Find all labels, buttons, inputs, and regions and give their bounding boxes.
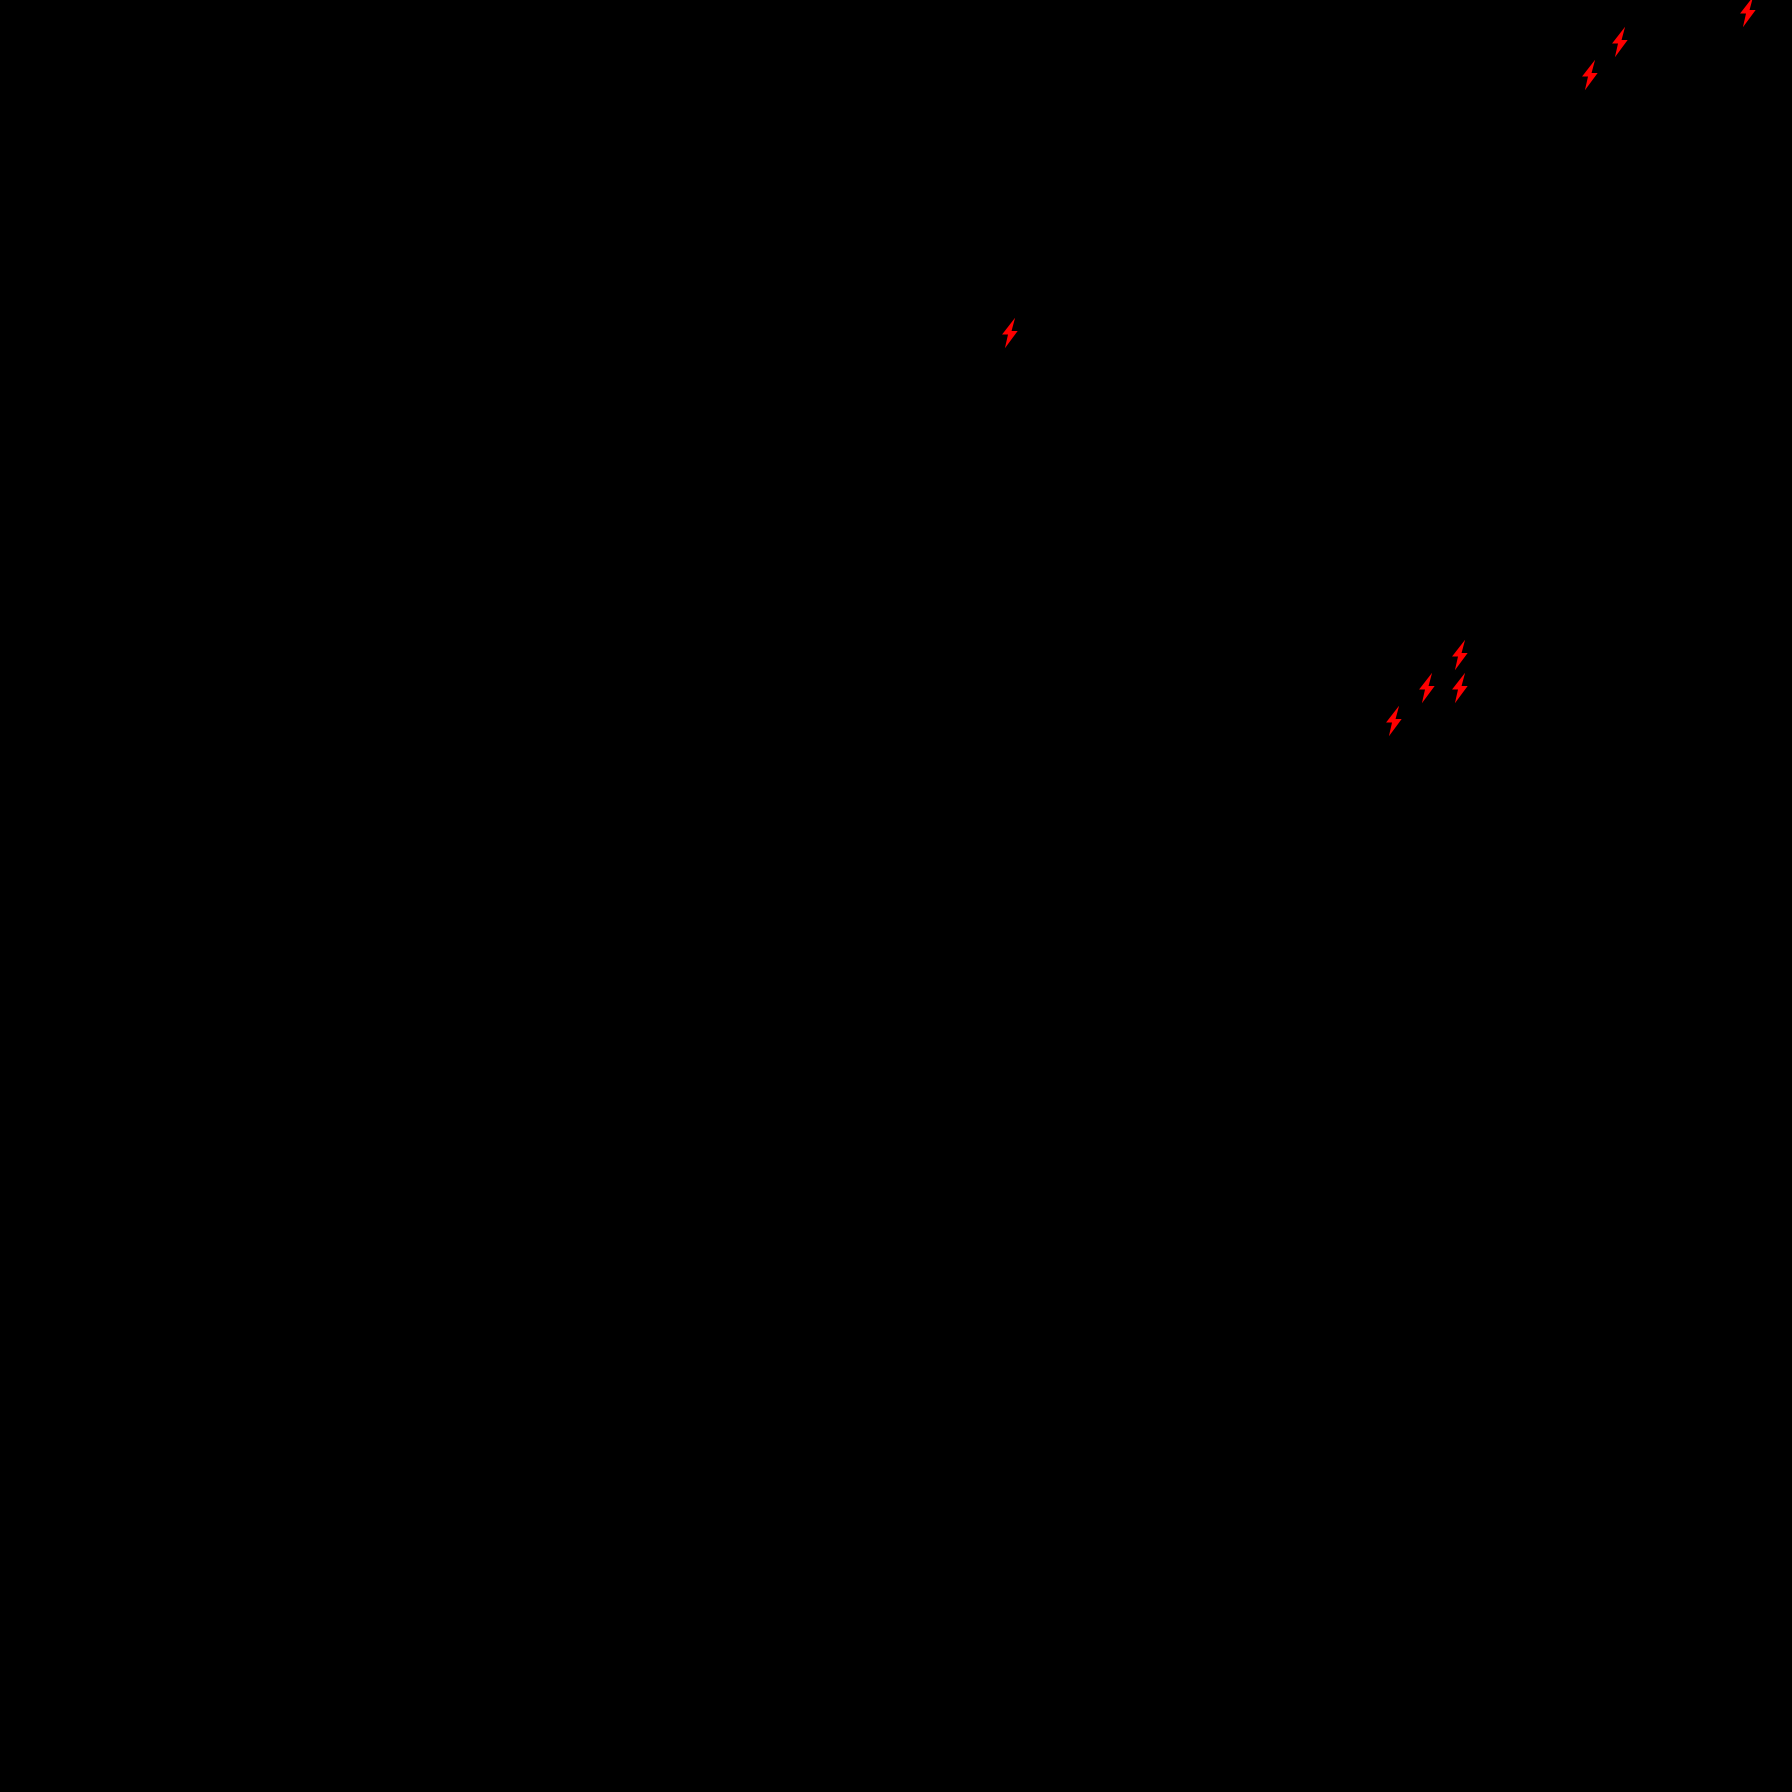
lightning-bolt-icon-glyph bbox=[1612, 26, 1628, 58]
lightning-bolt-icon-glyph bbox=[1740, 0, 1756, 28]
bolt-path bbox=[1452, 672, 1468, 704]
lightning-bolt-icon-glyph bbox=[1386, 705, 1402, 737]
lightning-bolt-icon[interactable] bbox=[1410, 671, 1444, 705]
lightning-bolt-icon-glyph bbox=[1582, 59, 1598, 91]
lightning-bolt-icon-glyph bbox=[1002, 317, 1018, 349]
lightning-bolt-icon-glyph bbox=[1452, 672, 1468, 704]
bolt-path bbox=[1582, 59, 1598, 91]
bolt-path bbox=[1612, 26, 1628, 58]
bolt-path bbox=[1419, 672, 1435, 704]
lightning-bolt-icon-glyph bbox=[1452, 639, 1468, 671]
lightning-bolt-icon[interactable] bbox=[1443, 638, 1477, 672]
lightning-bolt-icon[interactable] bbox=[1731, 0, 1765, 29]
lightning-bolt-icon-glyph bbox=[1419, 672, 1435, 704]
lightning-bolt-icon[interactable] bbox=[1573, 58, 1607, 92]
bolt-path bbox=[1002, 317, 1018, 349]
bolt-path bbox=[1386, 705, 1402, 737]
lightning-bolt-icon[interactable] bbox=[1377, 704, 1411, 738]
bolt-path bbox=[1740, 0, 1756, 28]
lightning-bolt-icon[interactable] bbox=[993, 316, 1027, 350]
lightning-bolt-icon[interactable] bbox=[1603, 25, 1637, 59]
bolt-path bbox=[1452, 639, 1468, 671]
lightning-bolt-icon[interactable] bbox=[1443, 671, 1477, 705]
